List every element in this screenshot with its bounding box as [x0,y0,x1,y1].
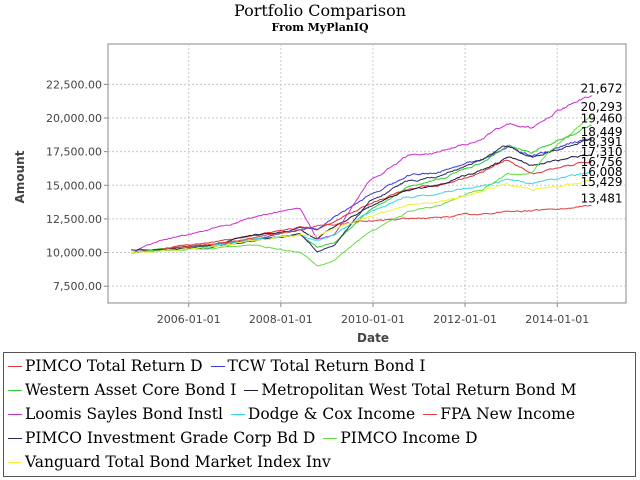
end-value-label: 18,391 [581,135,623,149]
end-value-label: 19,460 [581,111,623,125]
y-tick-label: 20,000.00 [46,112,102,125]
end-value-label: 13,481 [581,192,623,206]
end-value-labels: 21,672 20,29319,46018,44918,39117,31016,7… [581,82,623,206]
series-line [131,171,592,254]
legend-swatch [8,389,22,391]
legend-label: Loomis Sayles Bond Instl [25,405,223,423]
y-tick-label: 10,000.00 [46,247,102,260]
x-tick-label: 2010-01-01 [341,313,405,326]
x-tick-label: 2008-01-01 [249,313,313,326]
x-tick-label: 2012-01-01 [433,313,497,326]
legend-swatch [230,413,245,415]
legend-swatch [8,461,22,463]
y-tick-label: 22,500.00 [46,78,102,91]
legend-label: TCW Total Return Bond I [227,357,426,375]
series-lines [130,95,593,267]
legend-row: Loomis Sayles Bond Instl Dodge & Cox Inco… [8,402,583,426]
end-value-label: 15,429 [581,175,623,189]
legend-label: Vanguard Total Bond Market Index Inv [25,453,331,471]
legend-label: FPA New Income [440,405,576,423]
plot-frame [107,43,627,304]
end-value-label: 21,672 [581,82,623,96]
legend-item: PIMCO Investment Grade Corp Bd D [8,426,315,450]
grid [108,44,626,303]
series-line [131,179,592,253]
legend-item: TCW Total Return Bond I [210,354,426,378]
legend-label: PIMCO Income D [340,429,478,447]
legend-swatch [423,413,438,415]
legend-swatch [8,413,22,415]
legend-label: Dodge & Cox Income [247,405,416,423]
legend-row: Western Asset Core Bond I Metropolitan We… [8,378,584,402]
legend-swatch [8,437,22,439]
legend-label: Metropolitan West Total Return Bond M [261,381,577,399]
legend-item: Dodge & Cox Income [230,402,416,426]
legend-label: PIMCO Investment Grade Corp Bd D [25,429,316,447]
axes: 7,500.00 10,000.00 12,500.00 15,000.00 17,50… [46,78,589,326]
series-line [130,204,592,254]
legend-swatch [8,365,22,367]
end-value-label: 17,310 [581,145,623,159]
y-tick-label: 7,500.00 [53,280,102,293]
legend-label: PIMCO Total Return D [25,357,203,375]
y-tick-label: 15,000.00 [46,179,102,192]
legend-swatch [210,365,225,367]
legend-item: PIMCO Income D [323,426,478,450]
series-line [130,113,593,267]
legend-item: Vanguard Total Bond Market Index Inv [8,450,331,474]
legend-row: PIMCO Total Return D TCW Total Return Bon… [8,354,433,378]
chart-title: Portfolio Comparison [233,1,407,20]
y-tick-label: 17,500.00 [46,146,102,159]
legend-label: Western Asset Core Bond I [25,381,237,399]
legend: PIMCO Total Return D TCW Total Return Bon… [3,352,636,477]
end-value-label: 20,293 [581,100,623,114]
end-value-label: 16,008 [581,165,623,179]
y-axis-label: Amount [13,150,27,203]
series-line [130,159,592,254]
legend-swatch [244,389,259,391]
y-tick-label: 12,500.00 [46,213,102,226]
x-tick-label: 2006-01-01 [157,313,221,326]
plot-area [107,43,627,304]
x-axis-label: Date [357,331,389,345]
legend-item: Loomis Sayles Bond Instl [8,402,223,426]
legend-item: Western Asset Core Bond I [8,378,236,402]
chart-subtitle: From MyPlanIQ [271,21,369,34]
legend-swatch [323,437,338,439]
legend-item: FPA New Income [423,402,575,426]
chart-canvas: 7,500.00 10,000.00 12,500.00 15,000.00 17,50… [13,43,627,345]
series-line [131,95,592,253]
end-value-label: 16,756 [581,155,623,169]
end-value-label: 18,449 [581,125,623,139]
x-tick-label: 2014-01-01 [525,313,589,326]
legend-item: Metropolitan West Total Return Bond M [244,378,576,402]
legend-item: PIMCO Total Return D [8,354,203,378]
legend-row: Vanguard Total Bond Market Index Inv [8,450,339,474]
legend-row: PIMCO Investment Grade Corp Bd D PIMCO In… [8,426,486,450]
